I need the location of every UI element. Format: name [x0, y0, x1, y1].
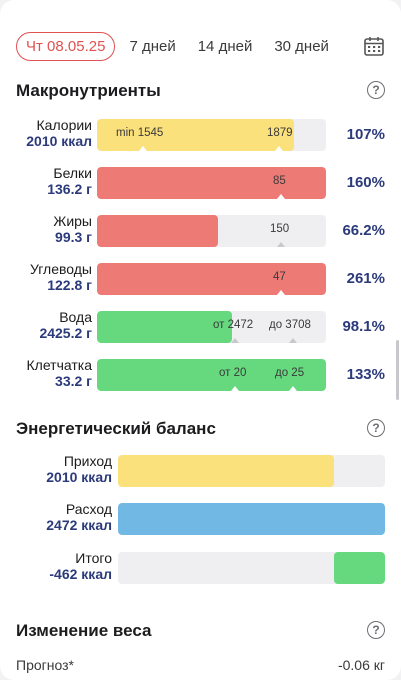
macro-percent: 66.2%	[342, 222, 385, 239]
energy-value: -462 ккал	[49, 566, 112, 582]
min-tick	[231, 338, 239, 343]
macro-target-mark: 150	[270, 223, 290, 235]
macro-bar-fill	[97, 215, 219, 247]
macro-row-carbs: Углеводы 122.8 г 47 261%	[0, 261, 401, 295]
energy-bar-fill	[118, 503, 385, 535]
macro-bar: от 20 до 25	[97, 359, 326, 391]
energy-row-intake: Приход 2010 ккал	[0, 453, 401, 487]
period-tabs: Чт 08.05.25 7 дней 14 дней 30 дней	[16, 30, 385, 62]
energy-name: Итого	[75, 550, 112, 566]
calendar-icon[interactable]	[363, 35, 385, 57]
macros-title: Макронутриенты	[16, 81, 161, 100]
energy-bar	[118, 455, 385, 487]
weight-help-icon[interactable]: ?	[367, 621, 385, 639]
macro-name: Вода	[59, 309, 92, 325]
macro-percent: 107%	[346, 126, 385, 143]
energy-name: Расход	[65, 501, 112, 517]
max-tick	[289, 386, 297, 391]
macro-bar: min 1545 1879	[97, 119, 326, 151]
min-tick	[139, 146, 147, 151]
macro-max-mark: до 25	[275, 367, 305, 379]
macro-row-water: Вода 2425.2 г от 2472 до 3708 98.1%	[0, 309, 401, 343]
macro-bar: 85	[97, 167, 326, 199]
macro-min-mark: min 1545	[116, 127, 164, 139]
macro-max-mark: 1879	[267, 127, 293, 139]
max-tick	[275, 146, 283, 151]
energy-bar	[118, 503, 385, 535]
energy-row-total: Итого -462 ккал	[0, 550, 401, 584]
target-tick	[277, 242, 285, 247]
macro-name: Жиры	[53, 213, 92, 229]
macro-row-fat: Жиры 99.3 г 150 66.2%	[0, 213, 401, 247]
macro-bar: 150	[97, 215, 326, 247]
min-tick	[231, 386, 239, 391]
max-tick	[289, 338, 297, 343]
weight-forecast-row: Прогноз* -0.06 кг	[16, 657, 385, 673]
energy-help-icon[interactable]: ?	[367, 419, 385, 437]
macro-value: 122.8 г	[47, 277, 92, 293]
macro-min-mark: от 20	[219, 367, 247, 379]
macro-row-calories: Калории 2010 ккал min 1545 1879 107%	[0, 117, 401, 151]
macro-row-protein: Белки 136.2 г 85 160%	[0, 165, 401, 199]
macro-name: Клетчатка	[26, 357, 92, 373]
energy-bar-fill	[118, 455, 335, 487]
macro-bar-fill	[97, 167, 326, 199]
macro-bar-fill	[97, 311, 233, 343]
macro-min-mark: от 2472	[213, 319, 254, 331]
weight-title: Изменение веса	[16, 621, 152, 640]
macro-percent: 133%	[346, 366, 385, 383]
macro-name: Белки	[53, 165, 92, 181]
macro-percent: 261%	[346, 270, 385, 287]
tab-14-days[interactable]: 14 дней	[197, 37, 253, 55]
macro-bar-fill	[97, 119, 294, 151]
macro-bar: от 2472 до 3708	[97, 311, 326, 343]
target-tick	[277, 290, 285, 295]
target-tick	[277, 194, 285, 199]
tab-7-days[interactable]: 7 дней	[129, 37, 176, 55]
forecast-value: -0.06 кг	[337, 657, 385, 673]
energy-bar	[118, 552, 385, 584]
scrollbar[interactable]	[396, 340, 399, 400]
macro-value: 99.3 г	[55, 229, 92, 245]
macro-name: Углеводы	[29, 261, 92, 277]
macro-max-mark: до 3708	[269, 319, 311, 331]
macro-percent: 98.1%	[342, 318, 385, 335]
energy-name: Приход	[63, 453, 112, 469]
macro-percent: 160%	[346, 174, 385, 191]
forecast-label: Прогноз*	[16, 657, 74, 673]
macro-bar-fill	[97, 359, 326, 391]
macro-row-fiber: Клетчатка 33.2 г от 20 до 25 133%	[0, 357, 401, 391]
energy-value: 2472 ккал	[46, 517, 112, 533]
macro-target-mark: 85	[273, 175, 286, 187]
energy-title: Энергетический баланс	[16, 419, 216, 438]
energy-row-expense: Расход 2472 ккал	[0, 501, 401, 535]
macros-help-icon[interactable]: ?	[367, 81, 385, 99]
macro-value: 2010 ккал	[26, 133, 92, 149]
macro-bar-fill	[97, 263, 326, 295]
macro-target-mark: 47	[273, 271, 286, 283]
tab-today[interactable]: Чт 08.05.25	[16, 31, 116, 61]
tab-30-days[interactable]: 30 дней	[274, 37, 329, 55]
macro-value: 136.2 г	[47, 181, 92, 197]
macro-bar: 47	[97, 263, 326, 295]
macro-value: 2425.2 г	[39, 325, 92, 341]
energy-bar-fill	[334, 552, 385, 584]
macro-value: 33.2 г	[55, 373, 92, 389]
energy-value: 2010 ккал	[46, 469, 112, 485]
macro-name: Калории	[36, 117, 92, 133]
